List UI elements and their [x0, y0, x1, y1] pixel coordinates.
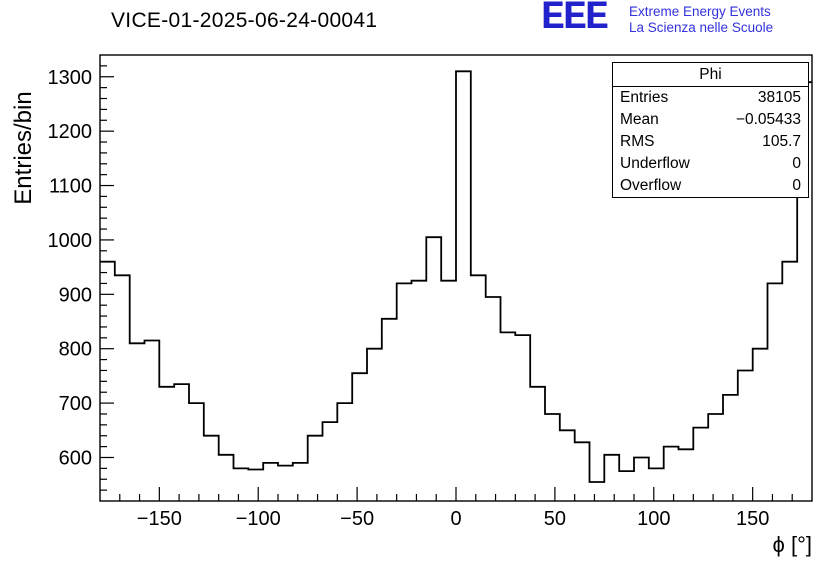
eee-logo-line1: Extreme Energy Events [629, 4, 771, 19]
stats-value-rms: 105.7 [762, 133, 801, 150]
x-tick-label: −100 [236, 508, 281, 530]
x-tick-label: −150 [137, 508, 182, 530]
stats-value-overflow: 0 [792, 177, 801, 194]
x-tick-label: −50 [340, 508, 374, 530]
plot-title: VICE-01-2025-06-24-00041 [111, 9, 378, 32]
y-tick-label: 900 [59, 284, 92, 306]
stats-row-mean: Mean −0.05433 [613, 109, 808, 131]
stats-row-underflow: Underflow 0 [613, 153, 808, 175]
stats-row-entries: Entries 38105 [613, 87, 808, 109]
stats-label-entries: Entries [620, 89, 669, 106]
stats-title: Phi [613, 63, 808, 87]
eee-logo-subtitle: Extreme Energy Events La Scienza nelle S… [629, 4, 773, 36]
stats-label-overflow: Overflow [620, 177, 682, 194]
y-axis-title: Entries/bin [10, 91, 37, 205]
y-tick-label: 700 [59, 393, 92, 415]
eee-logo-text: EEE [541, 0, 609, 41]
histogram-line [100, 70, 812, 483]
stats-label-mean: Mean [620, 111, 659, 128]
eee-logo-line2: La Scienza nelle Scuole [629, 20, 774, 35]
y-tick-label: 600 [59, 447, 92, 469]
x-tick-label: 100 [637, 508, 670, 530]
stats-row-rms: RMS 105.7 [613, 131, 808, 153]
stats-label-rms: RMS [620, 133, 655, 150]
x-axis-title: ϕ [°] [772, 532, 812, 557]
stats-box: Phi Entries 38105 Mean −0.05433 RMS 105.… [612, 62, 809, 198]
y-tick-label: 1300 [48, 67, 93, 89]
stats-value-mean: −0.05433 [735, 111, 801, 128]
x-tick-label: 0 [450, 508, 461, 530]
y-tick-label: 1200 [48, 121, 93, 143]
x-tick-label: 150 [736, 508, 769, 530]
x-tick-label: 50 [544, 508, 566, 530]
stats-label-underflow: Underflow [620, 155, 690, 172]
y-tick-label: 800 [59, 339, 92, 361]
y-tick-label: 1000 [48, 230, 93, 252]
stats-row-overflow: Overflow 0 [613, 175, 808, 197]
stats-value-underflow: 0 [792, 155, 801, 172]
y-tick-label: 1100 [49, 176, 92, 198]
stats-value-entries: 38105 [757, 89, 801, 106]
